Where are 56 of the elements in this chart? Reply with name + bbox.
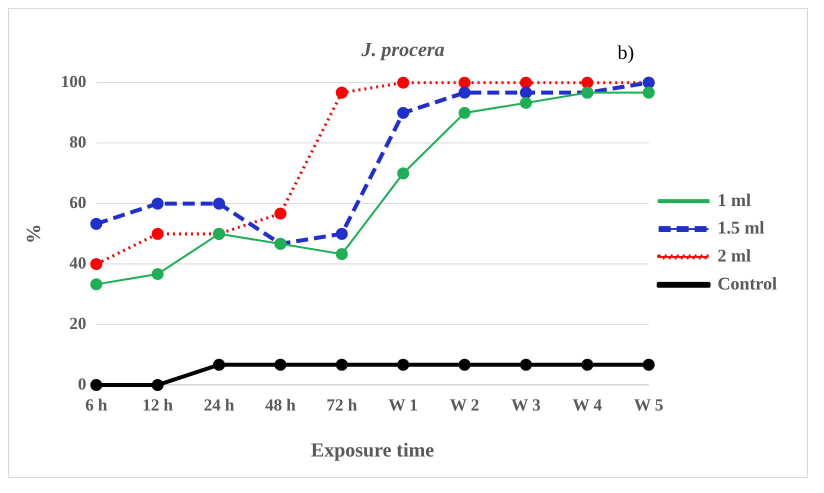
point bbox=[642, 86, 655, 99]
x-tick-label: W 2 bbox=[450, 395, 480, 414]
x-tick-label: W 3 bbox=[511, 395, 541, 414]
point bbox=[520, 86, 532, 99]
x-axis-title: Exposure time bbox=[310, 439, 434, 462]
point bbox=[397, 358, 410, 371]
point bbox=[520, 358, 532, 371]
x-tick-label: W 5 bbox=[634, 395, 664, 414]
point bbox=[90, 379, 102, 391]
legend-label: Control bbox=[718, 273, 778, 294]
point bbox=[90, 218, 102, 230]
y-axis-title: % bbox=[23, 224, 46, 244]
point bbox=[458, 76, 471, 89]
x-tick-label: W 1 bbox=[388, 395, 418, 414]
point bbox=[152, 198, 164, 210]
point bbox=[152, 228, 164, 240]
x-tick-label: 12 h bbox=[142, 395, 174, 414]
chart-title: J. procera bbox=[360, 38, 445, 61]
point bbox=[152, 268, 164, 280]
point bbox=[274, 358, 286, 371]
legend-label: 1.5 ml bbox=[718, 218, 764, 238]
point bbox=[213, 198, 226, 210]
point bbox=[642, 358, 655, 371]
y-tick-label: 80 bbox=[69, 132, 86, 152]
y-tick-label: 100 bbox=[60, 72, 86, 92]
point bbox=[397, 76, 410, 89]
point bbox=[581, 76, 594, 89]
point bbox=[397, 106, 410, 119]
point bbox=[213, 358, 226, 371]
point bbox=[458, 106, 471, 119]
legend-label: 1 ml bbox=[718, 190, 751, 210]
point bbox=[90, 278, 102, 290]
text: b) bbox=[617, 42, 634, 64]
point bbox=[458, 86, 471, 99]
point bbox=[90, 258, 102, 270]
point bbox=[336, 248, 348, 260]
point bbox=[581, 358, 594, 371]
point bbox=[397, 167, 410, 180]
point bbox=[336, 86, 348, 99]
x-tick-label: W 4 bbox=[572, 395, 603, 414]
legend-label: 2 ml bbox=[718, 246, 751, 266]
point bbox=[458, 358, 471, 371]
point bbox=[336, 358, 348, 371]
y-tick-label: 40 bbox=[69, 253, 86, 272]
y-tick-label: 20 bbox=[69, 314, 86, 333]
point bbox=[152, 379, 164, 391]
y-tick-label: 60 bbox=[69, 192, 86, 212]
x-tick-label: 72 h bbox=[326, 395, 358, 414]
point bbox=[520, 96, 532, 109]
point bbox=[336, 228, 348, 240]
y-tick-label: 0 bbox=[78, 374, 86, 394]
point bbox=[274, 208, 286, 220]
x-tick-label: 6 h bbox=[85, 395, 108, 414]
point bbox=[520, 76, 532, 89]
x-tick-label: 48 h bbox=[265, 395, 296, 414]
x-tick-label: 24 h bbox=[204, 395, 235, 414]
